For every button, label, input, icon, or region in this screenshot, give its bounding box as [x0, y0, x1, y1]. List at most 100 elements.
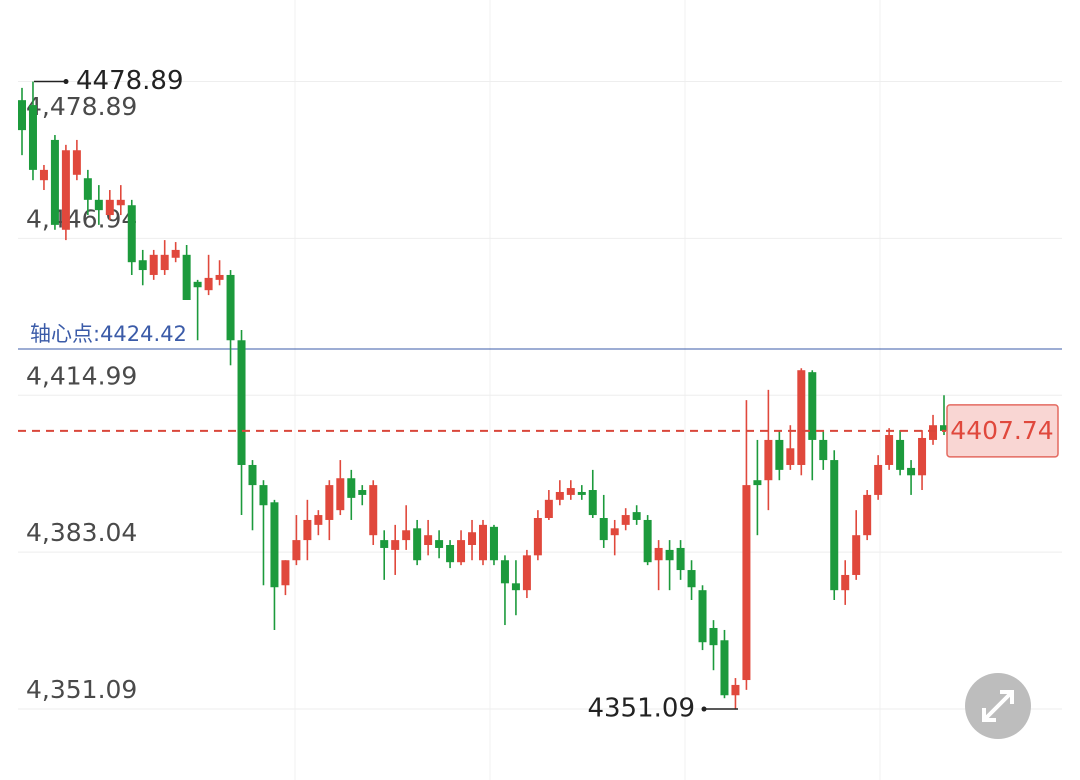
- candle-body: [830, 460, 839, 591]
- candle-body: [731, 684, 740, 696]
- candle-body: [292, 540, 301, 561]
- candle-body: [676, 547, 685, 571]
- candle-body: [204, 277, 213, 291]
- candle-body: [632, 512, 641, 520]
- y-tick-label: 4,414.99: [26, 361, 137, 390]
- candle-body: [237, 340, 246, 465]
- candle-body: [819, 439, 828, 461]
- candle-body: [489, 526, 498, 561]
- candle-body: [643, 519, 652, 563]
- candle-body: [698, 590, 707, 643]
- expand-icon: [982, 690, 1014, 722]
- candle-body: [885, 435, 894, 465]
- candle-body: [511, 583, 520, 591]
- candle-body: [863, 494, 872, 536]
- candle-body: [764, 439, 773, 481]
- candle-body: [742, 485, 751, 681]
- candle-body: [28, 105, 37, 170]
- candle-body: [391, 540, 400, 550]
- candle-body: [797, 370, 806, 465]
- candle-body: [786, 448, 795, 465]
- last-price-label: 4407.74: [950, 416, 1053, 445]
- candle-body: [171, 249, 180, 258]
- candle-body: [193, 281, 202, 288]
- candle-body: [665, 549, 674, 561]
- candle-body: [182, 254, 191, 300]
- low-label: 4351.09: [587, 694, 695, 724]
- candle-body: [577, 491, 586, 495]
- pivot-label: 轴心点:4424.42: [30, 322, 187, 346]
- candle-body: [808, 372, 817, 440]
- candle-body: [533, 518, 542, 556]
- candle-body: [435, 540, 444, 548]
- candle-body: [907, 467, 916, 476]
- y-tick-label: 4,351.09: [26, 675, 137, 704]
- candle-body: [402, 530, 411, 541]
- candle-body: [687, 570, 696, 588]
- candle-body: [259, 485, 268, 506]
- candle-body: [270, 502, 279, 588]
- candle-body: [753, 480, 762, 486]
- candle-body: [522, 555, 531, 591]
- candle-body: [424, 535, 433, 546]
- candle-body: [248, 464, 257, 486]
- candle-body: [380, 540, 389, 548]
- last-price-box: [946, 404, 1059, 458]
- candle-body: [457, 540, 466, 563]
- candle-body: [105, 199, 114, 216]
- y-tick-label: 4,478.89: [26, 92, 137, 121]
- candle-body: [215, 274, 224, 280]
- candle-body: [358, 490, 367, 495]
- candle-body: [226, 274, 235, 341]
- candle-body: [500, 560, 509, 584]
- candle-body: [336, 478, 345, 511]
- candle-body: [18, 100, 26, 131]
- high-label: 4478.89: [76, 66, 184, 96]
- candle-body: [138, 260, 147, 271]
- candle-body: [127, 205, 136, 263]
- candle-body: [160, 254, 169, 271]
- candle-body: [50, 139, 59, 225]
- candle-body: [314, 515, 323, 525]
- candle-body: [874, 464, 883, 495]
- candle-body: [303, 519, 312, 541]
- y-tick-label: 4,383.04: [26, 518, 137, 547]
- candle-body: [709, 627, 718, 646]
- candle-body: [149, 254, 158, 275]
- candle-body: [555, 491, 564, 500]
- candle-body: [918, 437, 927, 476]
- candle-body: [94, 199, 103, 211]
- high-dot: [63, 79, 69, 85]
- candle-body: [654, 547, 663, 561]
- vertical-grid: [294, 0, 881, 780]
- expand-button[interactable]: [965, 673, 1031, 739]
- y-tick-label: 4,446.94: [26, 204, 137, 233]
- candle-body: [566, 488, 575, 495]
- candle-body: [325, 485, 334, 520]
- candle-body: [841, 574, 850, 591]
- candle-body: [896, 439, 905, 470]
- candle-body: [621, 515, 630, 525]
- candle-body: [468, 532, 477, 546]
- candle-body: [83, 178, 92, 200]
- candle-body: [347, 478, 356, 498]
- candle-body: [116, 199, 125, 206]
- candle-body: [610, 528, 619, 536]
- candle-body: [544, 499, 553, 519]
- candle-body: [940, 425, 948, 431]
- candle-body: [929, 425, 938, 440]
- candle-body: [775, 439, 784, 470]
- candle-body: [599, 518, 608, 541]
- candle-body: [281, 560, 290, 586]
- candle-body: [72, 150, 81, 175]
- candle-body: [588, 490, 597, 516]
- candle-body: [413, 528, 422, 561]
- low-dot: [701, 706, 707, 712]
- candle-body: [369, 485, 378, 536]
- candle-body: [479, 524, 487, 561]
- candle-body: [39, 169, 48, 181]
- candle-body: [852, 535, 861, 575]
- candle-body: [720, 640, 729, 696]
